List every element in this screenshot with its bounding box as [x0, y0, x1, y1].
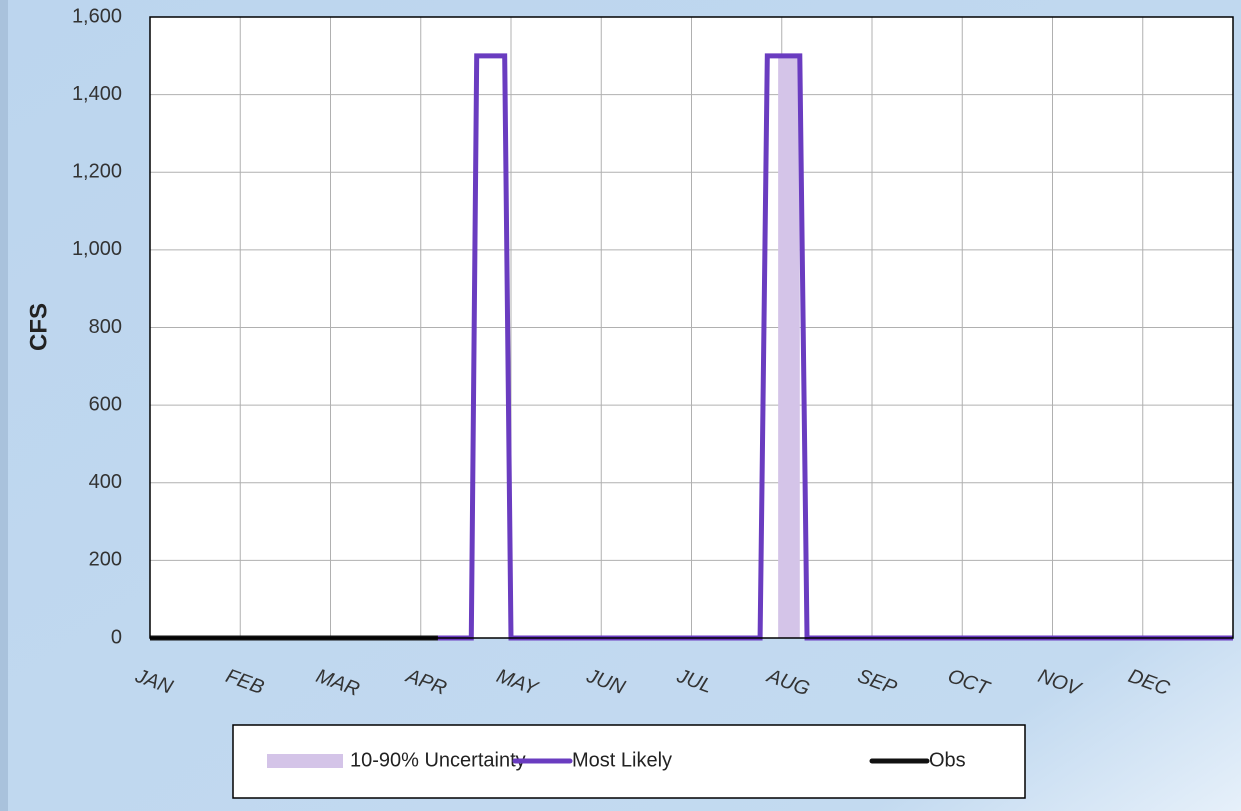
- y-tick-label: 1,600: [72, 5, 122, 27]
- legend-label: 10-90% Uncertainty: [350, 749, 526, 771]
- plot-border: [149, 16, 1234, 639]
- y-tick-label: 1,400: [72, 83, 122, 105]
- legend-swatch: [267, 754, 343, 768]
- left-edge: [0, 0, 8, 811]
- y-axis-label: CFS: [25, 303, 52, 351]
- legend-label: Obs: [929, 749, 966, 771]
- legend-label: Most Likely: [572, 749, 672, 771]
- y-tick-label: 400: [89, 471, 122, 493]
- y-tick-label: 600: [89, 393, 122, 415]
- y-tick-label: 0: [111, 626, 122, 648]
- uncertainty-band: [778, 55, 800, 638]
- y-tick-label: 1,000: [72, 238, 122, 260]
- y-tick-label: 1,200: [72, 161, 122, 183]
- y-tick-label: 800: [89, 316, 122, 338]
- y-tick-label: 200: [89, 549, 122, 571]
